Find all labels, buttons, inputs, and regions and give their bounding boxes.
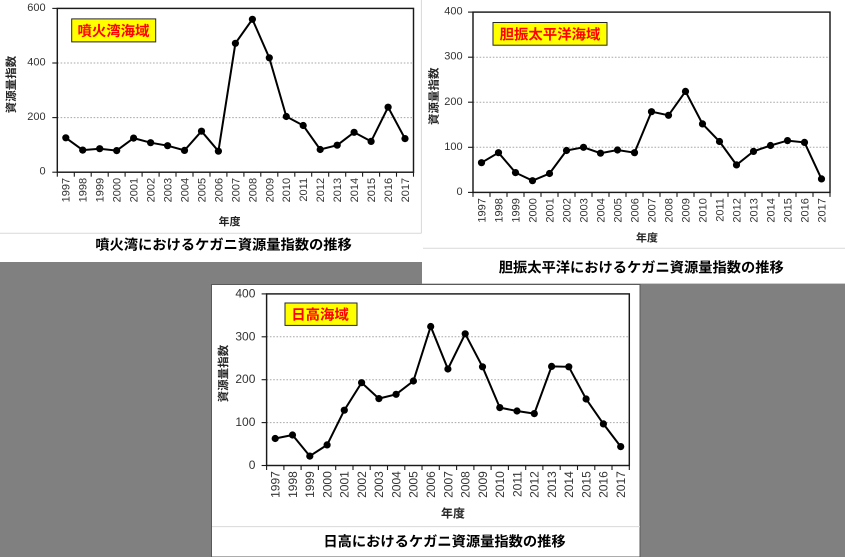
- svg-text:1999: 1999: [511, 198, 523, 222]
- svg-text:2000: 2000: [112, 178, 124, 202]
- svg-text:200: 200: [444, 96, 462, 108]
- svg-text:0: 0: [39, 166, 45, 178]
- svg-text:2013: 2013: [332, 178, 344, 202]
- svg-text:1999: 1999: [95, 178, 107, 202]
- svg-text:2010: 2010: [281, 178, 293, 202]
- svg-text:2002: 2002: [146, 178, 158, 202]
- svg-text:0: 0: [456, 186, 462, 198]
- svg-text:2003: 2003: [163, 178, 175, 202]
- svg-text:2004: 2004: [390, 471, 404, 498]
- svg-text:1998: 1998: [494, 198, 506, 222]
- svg-text:2012: 2012: [315, 178, 327, 202]
- svg-text:2017: 2017: [400, 178, 412, 202]
- svg-text:1998: 1998: [78, 178, 90, 202]
- svg-text:200: 200: [27, 111, 45, 123]
- svg-text:2008: 2008: [664, 198, 676, 222]
- svg-text:2017: 2017: [817, 198, 829, 222]
- svg-text:2008: 2008: [459, 471, 473, 498]
- svg-text:2016: 2016: [597, 471, 611, 498]
- svg-text:2007: 2007: [647, 198, 659, 222]
- svg-text:2005: 2005: [613, 198, 625, 222]
- svg-text:2001: 2001: [545, 198, 557, 222]
- svg-text:2011: 2011: [715, 198, 727, 222]
- svg-text:2014: 2014: [766, 198, 778, 222]
- svg-text:2010: 2010: [698, 198, 710, 222]
- svg-text:300: 300: [235, 329, 255, 343]
- svg-text:2006: 2006: [213, 178, 225, 202]
- svg-text:2010: 2010: [493, 471, 507, 498]
- svg-text:300: 300: [444, 51, 462, 63]
- svg-text:400: 400: [27, 57, 45, 69]
- svg-text:1997: 1997: [269, 471, 283, 498]
- svg-text:400: 400: [235, 286, 255, 300]
- svg-text:2002: 2002: [562, 198, 574, 222]
- svg-text:100: 100: [444, 141, 462, 153]
- svg-text:2009: 2009: [476, 471, 490, 498]
- svg-text:2012: 2012: [528, 471, 542, 498]
- svg-text:2011: 2011: [298, 178, 310, 202]
- svg-text:2000: 2000: [528, 198, 540, 222]
- svg-text:2001: 2001: [338, 471, 352, 498]
- svg-text:2001: 2001: [129, 178, 141, 202]
- svg-text:2006: 2006: [424, 471, 438, 498]
- svg-text:2014: 2014: [349, 178, 361, 202]
- svg-text:2005: 2005: [407, 471, 421, 498]
- svg-text:2009: 2009: [681, 198, 693, 222]
- svg-text:2016: 2016: [800, 198, 812, 222]
- svg-text:600: 600: [27, 2, 45, 14]
- svg-text:2012: 2012: [732, 198, 744, 222]
- svg-text:2014: 2014: [562, 471, 576, 498]
- svg-text:100: 100: [235, 415, 255, 429]
- svg-text:2015: 2015: [366, 178, 378, 202]
- svg-text:2009: 2009: [264, 178, 276, 202]
- svg-text:0: 0: [249, 458, 256, 472]
- svg-text:1997: 1997: [61, 178, 73, 202]
- svg-text:2015: 2015: [579, 471, 593, 498]
- svg-text:2000: 2000: [320, 471, 334, 498]
- svg-text:2017: 2017: [614, 471, 628, 498]
- svg-text:2004: 2004: [596, 198, 608, 222]
- svg-text:2016: 2016: [383, 178, 395, 202]
- svg-text:2008: 2008: [247, 178, 259, 202]
- svg-text:2011: 2011: [510, 471, 524, 497]
- svg-text:2003: 2003: [372, 471, 386, 498]
- svg-text:2003: 2003: [579, 198, 591, 222]
- svg-text:2007: 2007: [441, 471, 455, 498]
- svg-text:2013: 2013: [545, 471, 559, 498]
- svg-text:200: 200: [235, 372, 255, 386]
- svg-text:2007: 2007: [230, 178, 242, 202]
- svg-text:2002: 2002: [355, 471, 369, 498]
- svg-text:2015: 2015: [783, 198, 795, 222]
- svg-text:2005: 2005: [196, 178, 208, 202]
- svg-text:2004: 2004: [180, 178, 192, 202]
- svg-text:1999: 1999: [303, 471, 317, 498]
- svg-text:2013: 2013: [749, 198, 761, 222]
- svg-text:400: 400: [444, 6, 462, 18]
- svg-text:2006: 2006: [630, 198, 642, 222]
- svg-text:1997: 1997: [477, 198, 489, 222]
- svg-text:1998: 1998: [286, 471, 300, 498]
